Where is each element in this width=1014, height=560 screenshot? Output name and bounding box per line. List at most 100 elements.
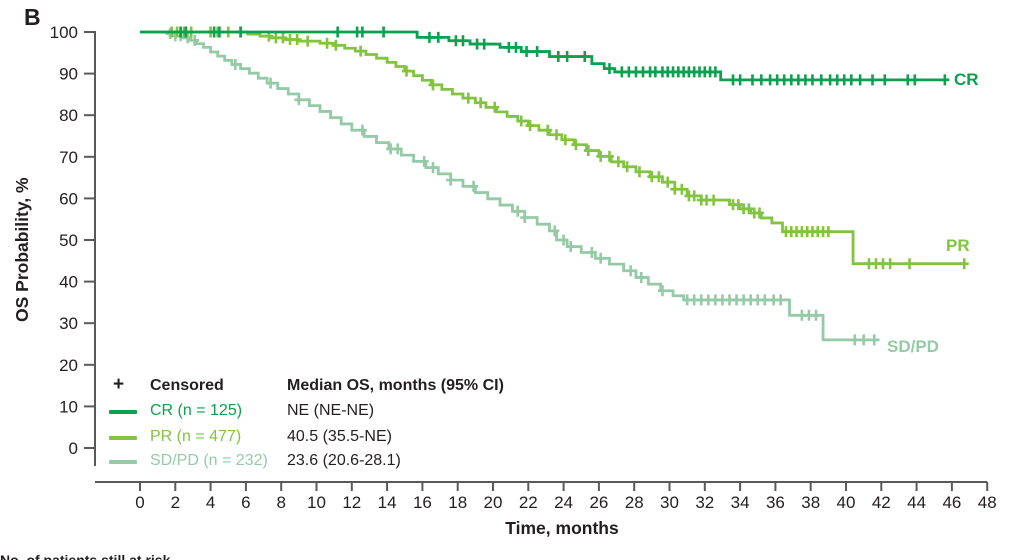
censor-mark — [419, 155, 429, 167]
censor-mark — [190, 34, 200, 46]
censor-mark — [550, 225, 560, 237]
censor-mark — [292, 33, 302, 45]
censor-mark — [511, 41, 521, 53]
legend-median-sdpd: 23.6 (20.6-28.1) — [287, 452, 401, 469]
censor-mark — [458, 35, 468, 47]
censor-mark — [402, 65, 412, 77]
km-series-cr — [140, 26, 950, 86]
svg-text:6: 6 — [241, 493, 250, 512]
censor-mark — [333, 26, 343, 38]
censor-mark — [583, 145, 593, 157]
patients-at-risk-caption: No. of patients still at risk — [0, 552, 171, 560]
curve-label-pr: PR — [946, 236, 970, 255]
x-axis-title: Time, months — [505, 518, 619, 538]
censor-mark — [543, 124, 553, 136]
censor-mark — [869, 334, 879, 346]
censor-mark — [463, 92, 473, 104]
svg-text:20: 20 — [484, 493, 503, 512]
censor-mark — [522, 46, 532, 58]
censor-mark — [587, 246, 597, 258]
censor-mark — [559, 234, 569, 246]
axes — [84, 31, 989, 491]
censor-mark — [214, 26, 224, 38]
svg-text:26: 26 — [589, 493, 608, 512]
censor-mark — [322, 37, 332, 49]
censor-mark — [747, 74, 757, 86]
censor-mark — [855, 74, 865, 86]
censor-mark — [356, 45, 366, 57]
svg-text:16: 16 — [413, 493, 432, 512]
censor-mark — [756, 74, 766, 86]
censor-mark — [428, 162, 438, 174]
censor-mark — [776, 294, 786, 306]
censor-mark — [709, 194, 719, 206]
svg-text:90: 90 — [59, 65, 78, 84]
censor-mark — [613, 156, 623, 168]
svg-text:30: 30 — [660, 493, 679, 512]
curve-label-cr: CR — [954, 70, 979, 89]
censor-mark — [959, 258, 969, 270]
censor-mark — [183, 32, 193, 44]
svg-text:8: 8 — [276, 493, 285, 512]
censor-mark — [490, 101, 500, 113]
svg-text:18: 18 — [448, 493, 467, 512]
censor-mark — [560, 134, 570, 146]
censor-mark — [622, 161, 632, 173]
censor-mark — [580, 51, 590, 63]
svg-text:40: 40 — [59, 273, 78, 292]
censor-mark — [596, 150, 606, 162]
censor-mark — [266, 77, 276, 89]
censor-mark — [634, 166, 644, 178]
legend-median-pr: 40.5 (35.5-NE) — [287, 428, 392, 445]
censor-mark — [433, 31, 443, 43]
svg-text:80: 80 — [59, 106, 78, 125]
censor-mark — [513, 205, 523, 217]
svg-text:28: 28 — [625, 493, 644, 512]
svg-text:42: 42 — [872, 493, 891, 512]
svg-text:36: 36 — [766, 493, 785, 512]
censor-mark — [744, 203, 754, 215]
censor-mark — [604, 63, 614, 75]
censor-mark — [867, 74, 877, 86]
censor-mark — [859, 334, 869, 346]
svg-text:24: 24 — [554, 493, 573, 512]
censor-mark — [379, 26, 389, 38]
svg-text:50: 50 — [59, 231, 78, 250]
censor-mark — [294, 94, 304, 106]
legend-label-sdpd: SD/PD (n = 232) — [150, 452, 268, 469]
censor-mark — [823, 226, 833, 238]
censor-mark — [357, 124, 367, 136]
censor-mark — [663, 176, 673, 188]
censored-plus-icon: + — [113, 374, 125, 395]
svg-text:100: 100 — [50, 23, 78, 42]
censor-mark — [689, 190, 699, 202]
censor-mark — [393, 143, 403, 155]
censor-mark — [571, 139, 581, 151]
legend-swatch-cr — [109, 410, 137, 414]
svg-text:30: 30 — [59, 314, 78, 333]
legend-censored-label: Censored — [150, 377, 224, 394]
censor-mark — [807, 74, 817, 86]
svg-text:0: 0 — [135, 493, 144, 512]
censor-mark — [850, 334, 860, 346]
legend-median-header: Median OS, months (95% CI) — [287, 377, 504, 394]
svg-text:4: 4 — [206, 493, 215, 512]
censor-mark — [735, 74, 745, 86]
svg-text:48: 48 — [978, 493, 997, 512]
censor-mark — [476, 97, 486, 109]
censor-mark — [479, 38, 489, 50]
svg-text:60: 60 — [59, 189, 78, 208]
censor-mark — [604, 150, 614, 162]
svg-text:2: 2 — [171, 493, 180, 512]
censor-mark — [846, 74, 856, 86]
legend-label-pr: PR (n = 477) — [150, 428, 242, 445]
censor-mark — [278, 32, 288, 44]
censor-mark — [596, 252, 606, 264]
svg-text:14: 14 — [378, 493, 397, 512]
svg-text:38: 38 — [801, 493, 820, 512]
censor-mark — [552, 129, 562, 141]
censor-mark — [710, 66, 720, 78]
km-series-sdpd — [140, 28, 880, 346]
legend-median-cr: NE (NE-NE) — [287, 402, 375, 419]
